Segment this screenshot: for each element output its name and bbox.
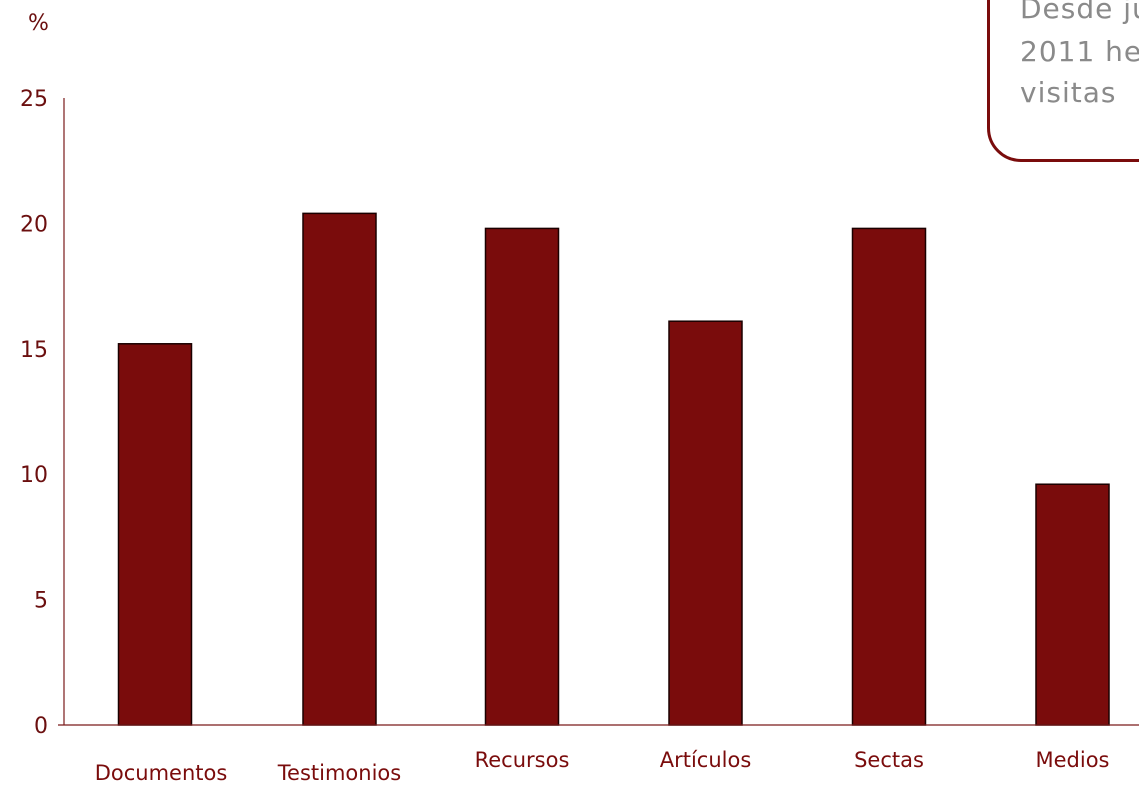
y-tick-labels: 0 5 10 15 20 25 <box>20 87 48 739</box>
y-tick-label: 20 <box>20 212 48 237</box>
x-tick-label: Sectas <box>854 748 924 772</box>
x-tick-label: Medios <box>1036 748 1110 772</box>
x-tick-label: Documentos <box>95 761 228 784</box>
y-tick-label: 10 <box>20 463 48 488</box>
x-tick-label: Recursos <box>475 748 570 772</box>
annotation-line-3: visitas <box>1020 76 1117 109</box>
y-tick-label: 5 <box>34 589 48 614</box>
x-tick-labels: Documentos Testimonios Recursos Artículos Se… <box>95 748 1110 785</box>
bar-medios <box>1035 483 1110 726</box>
y-tick-label: 15 <box>20 338 48 363</box>
bar-documentos <box>117 343 193 726</box>
x-tick-label: Artículos <box>660 748 752 772</box>
y-axis-label: % <box>28 11 49 36</box>
bar-recursos <box>484 227 560 726</box>
bar-testimonios <box>302 212 377 726</box>
bar-sectas <box>851 227 927 726</box>
x-tick-label: Testimonios <box>277 761 401 784</box>
y-tick-label: 0 <box>34 714 48 739</box>
bar-artículos <box>668 320 743 726</box>
annotation-line-2: 2011 he <box>1020 35 1139 68</box>
annotation-line-1: Desde ju <box>1020 0 1139 25</box>
y-tick-label: 25 <box>20 87 48 112</box>
annotation-box <box>987 0 1139 162</box>
bars <box>117 212 1110 726</box>
